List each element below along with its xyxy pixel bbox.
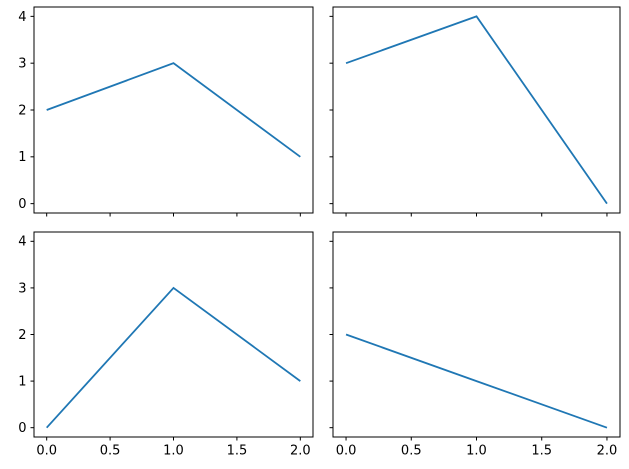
x-tick-label: 1.5 bbox=[531, 444, 552, 459]
y-tick-label: 3 bbox=[18, 281, 26, 296]
y-tick-label: 1 bbox=[18, 375, 26, 390]
x-tick-label: 1.0 bbox=[466, 444, 487, 459]
y-tick-label: 1 bbox=[18, 150, 26, 165]
data-line bbox=[46, 62, 301, 158]
data-line bbox=[345, 15, 608, 205]
subplot-bottom-left: 0.0 0.5 1.0 1.5 2.0 0 1 2 3 4 bbox=[18, 231, 314, 459]
x-tick-label: 2.0 bbox=[290, 444, 311, 459]
x-tick-label: 1.0 bbox=[163, 444, 184, 459]
y-tick-label: 2 bbox=[18, 103, 26, 118]
plot-border bbox=[33, 231, 314, 438]
x-tick-label: 0.5 bbox=[100, 444, 121, 459]
x-tick-label: 0.0 bbox=[36, 444, 57, 459]
x-tick-label: 0.0 bbox=[336, 444, 357, 459]
plot-border bbox=[332, 6, 621, 214]
subplot-bottom-right: 0.0 0.5 1.0 1.5 2.0 bbox=[329, 231, 621, 459]
x-tick-label: 2.0 bbox=[597, 444, 618, 459]
y-tick-label: 2 bbox=[18, 328, 26, 343]
x-tick-label: 0.5 bbox=[401, 444, 422, 459]
y-tick-label: 0 bbox=[18, 197, 26, 212]
y-tick-label: 4 bbox=[18, 235, 26, 250]
data-line bbox=[46, 286, 301, 429]
x-tick-label: 1.5 bbox=[227, 444, 248, 459]
y-tick-label: 4 bbox=[18, 10, 26, 25]
plot-border bbox=[33, 6, 314, 214]
data-line bbox=[345, 333, 608, 429]
y-tick-label: 0 bbox=[18, 421, 26, 436]
y-tick-label: 3 bbox=[18, 57, 26, 72]
plot-border bbox=[332, 231, 621, 438]
subplot-top-left: 0 1 2 3 4 bbox=[18, 6, 314, 217]
subplot-top-right bbox=[329, 6, 621, 217]
